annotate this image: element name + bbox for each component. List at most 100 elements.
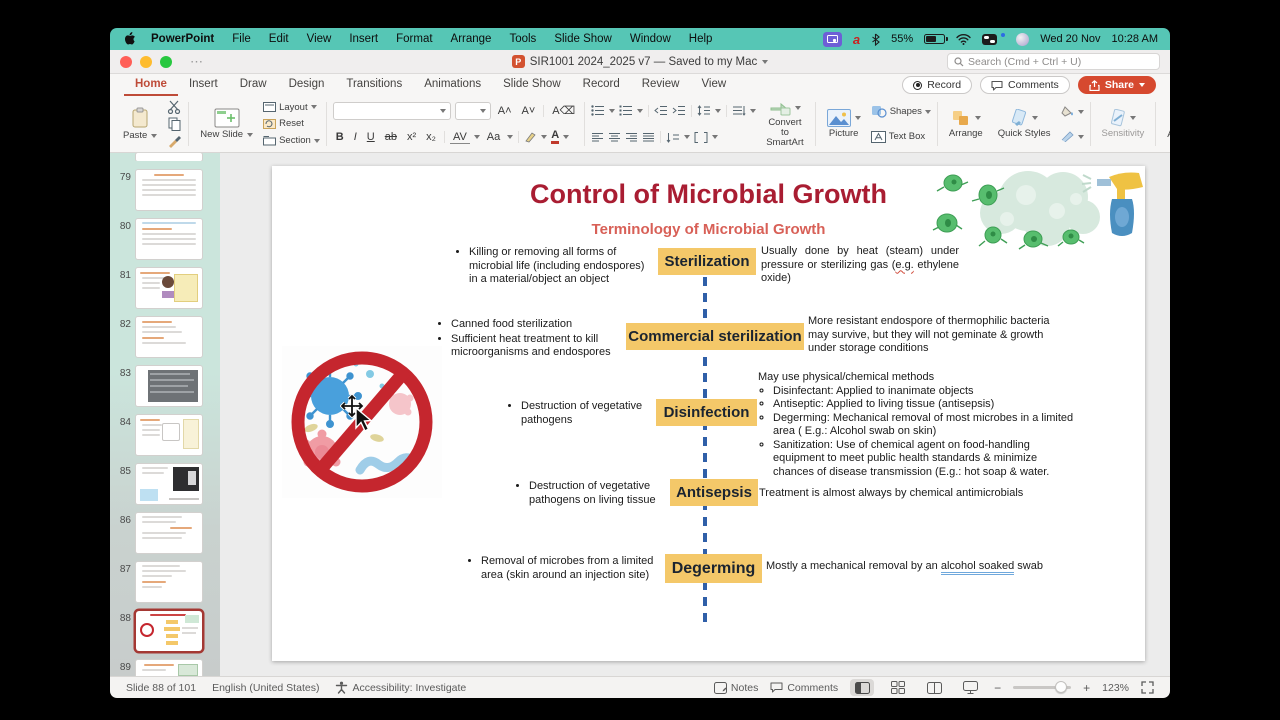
accessibility-checker[interactable]: Accessibility: Investigate [335, 681, 466, 694]
slide-editing-canvas[interactable]: Control of Microbial Growth Terminology … [220, 153, 1170, 676]
justify-icon[interactable] [642, 132, 655, 143]
notes-button[interactable]: Notes [713, 681, 758, 694]
antivirus-menu-icon[interactable]: a [852, 31, 861, 47]
antisepsis-left-text[interactable]: Destruction of vegetative pathogens on l… [516, 480, 684, 508]
zoom-percent[interactable]: 123% [1102, 681, 1129, 694]
slide-subtitle[interactable]: Terminology of Microbial Growth [591, 221, 826, 238]
search-input[interactable]: Search (Cmd + Ctrl + U) [947, 53, 1160, 70]
decrease-font-button[interactable]: A˅ [521, 104, 536, 117]
reset-button[interactable]: Reset [263, 118, 320, 129]
term-box-antisepsis[interactable]: Antisepsis [670, 479, 758, 506]
font-size-select[interactable] [454, 101, 491, 120]
slide-title[interactable]: Control of Microbial Growth [530, 179, 887, 209]
menu-item-help[interactable]: Help [688, 33, 713, 45]
tab-home[interactable]: Home [124, 75, 178, 96]
antisepsis-right-text[interactable]: Treatment is almost always by chemical a… [759, 487, 1024, 499]
align-left-icon[interactable] [591, 132, 604, 143]
font-name-select[interactable] [332, 101, 451, 120]
zoom-out-button[interactable]: − [994, 680, 1002, 695]
decrease-indent-icon[interactable] [654, 105, 668, 116]
menu-item-tools[interactable]: Tools [509, 33, 537, 45]
clear-formatting-button[interactable]: A⌫ [552, 105, 576, 118]
paste-button[interactable]: Paste [118, 99, 162, 149]
format-painter-icon[interactable] [167, 134, 182, 148]
menu-item-format[interactable]: Format [396, 33, 433, 45]
menu-item-powerpoint[interactable]: PowerPoint [151, 33, 215, 45]
underline-button[interactable]: U [366, 131, 375, 144]
add-ins-button[interactable]: Add-ins [1162, 99, 1170, 149]
menu-item-window[interactable]: Window [629, 33, 671, 45]
commercial-left-text[interactable]: Canned food sterilization Sufficient hea… [438, 318, 636, 361]
zoom-slider[interactable] [1013, 681, 1072, 693]
share-button[interactable]: Share [1077, 76, 1156, 94]
disinfection-right-text[interactable]: May use physical/chemical methods Disinf… [758, 371, 1076, 479]
font-color-button[interactable]: A [551, 129, 560, 144]
tab-insert[interactable]: Insert [188, 77, 218, 90]
tab-animations[interactable]: Animations [424, 77, 482, 90]
term-box-sterilization[interactable]: Sterilization [658, 248, 756, 275]
title-chevron-icon[interactable] [762, 59, 769, 64]
new-slide-button[interactable]: New Slide [195, 99, 258, 149]
thumbnail-slide-88-selected[interactable]: 88 [110, 611, 220, 651]
tab-view[interactable]: View [701, 77, 727, 90]
slide-counter[interactable]: Slide 88 of 101 [126, 681, 197, 694]
minimize-window-button[interactable] [140, 55, 152, 68]
term-box-commercial-sterilization[interactable]: Commercial sterilization [626, 323, 804, 350]
thumbnail-slide-80[interactable]: 80 [110, 219, 220, 259]
tab-slideshow[interactable]: Slide Show [503, 77, 561, 90]
wifi-icon[interactable] [956, 33, 971, 45]
disinfection-left-text[interactable]: Destruction of vegetative pathogens [508, 400, 662, 428]
slide-thumbnail-panel[interactable]: 79 80 81 82 83 84 85 [110, 153, 220, 676]
text-direction-icon[interactable] [732, 105, 746, 117]
thumbnail-slide-85[interactable]: 85 [110, 464, 220, 504]
text-box-button[interactable]: Text Box [870, 130, 931, 143]
zoom-window-button[interactable] [160, 55, 172, 68]
close-window-button[interactable] [120, 55, 132, 68]
character-spacing-button[interactable]: AV [449, 131, 470, 144]
thumbnail-slide-78[interactable] [110, 153, 220, 161]
thumbnail-slide-83[interactable]: 83 [110, 366, 220, 406]
layout-button[interactable]: Layout [263, 102, 320, 113]
menu-date[interactable]: Wed 20 Nov [1040, 33, 1101, 45]
normal-view-button[interactable] [850, 679, 875, 696]
slide-sorter-view-button[interactable] [886, 679, 910, 696]
picture-button[interactable]: Picture [822, 99, 866, 149]
tab-design[interactable]: Design [288, 77, 325, 90]
degerming-left-text[interactable]: Removal of microbes from a limited area … [468, 555, 674, 583]
menu-item-edit[interactable]: Edit [268, 33, 289, 45]
language-selector[interactable]: English (United States) [212, 681, 320, 694]
convert-smartart-button[interactable]: Convert to SmartArt [761, 99, 808, 149]
zoom-slider-knob[interactable] [1054, 681, 1067, 693]
menu-item-file[interactable]: File [232, 33, 251, 45]
term-box-degerming[interactable]: Degerming [665, 554, 762, 583]
control-center-icon[interactable] [982, 33, 998, 45]
toolbar-overflow-button[interactable]: ⋯ [190, 53, 204, 69]
no-microbes-image[interactable] [282, 346, 442, 498]
bullet-list-icon[interactable] [591, 105, 605, 116]
align-right-icon[interactable] [625, 132, 638, 143]
tab-transitions[interactable]: Transitions [346, 77, 403, 90]
thumbnail-slide-89[interactable]: 89 [110, 660, 220, 676]
increase-indent-icon[interactable] [672, 105, 686, 116]
superscript-button[interactable]: x² [406, 131, 417, 144]
thumbnail-slide-79[interactable]: 79 [110, 170, 220, 210]
highlight-pen-icon[interactable] [524, 131, 537, 143]
sensitivity-button[interactable]: Sensitivity [1097, 99, 1150, 149]
sterilization-left-text[interactable]: Killing or removing all forms of microbi… [456, 246, 656, 288]
menu-item-view[interactable]: View [306, 33, 332, 45]
tab-draw[interactable]: Draw [239, 77, 267, 90]
shape-fill-icon[interactable] [1060, 106, 1074, 117]
comments-panel-button[interactable]: Comments [770, 682, 838, 694]
shape-outline-icon[interactable] [1061, 131, 1074, 142]
copy-icon[interactable] [167, 117, 182, 131]
zoom-in-button[interactable]: + [1083, 680, 1091, 695]
thumbnail-slide-86[interactable]: 86 [110, 513, 220, 553]
thumbnail-slide-87[interactable]: 87 [110, 562, 220, 602]
slideshow-view-button[interactable] [958, 679, 982, 696]
menu-item-slideshow[interactable]: Slide Show [554, 33, 612, 45]
term-box-disinfection[interactable]: Disinfection [656, 399, 757, 426]
thumbnail-slide-84[interactable]: 84 [110, 415, 220, 455]
columns-icon[interactable] [694, 131, 708, 143]
arrange-button[interactable]: Arrange [944, 99, 988, 149]
record-button[interactable]: Record [902, 76, 973, 94]
